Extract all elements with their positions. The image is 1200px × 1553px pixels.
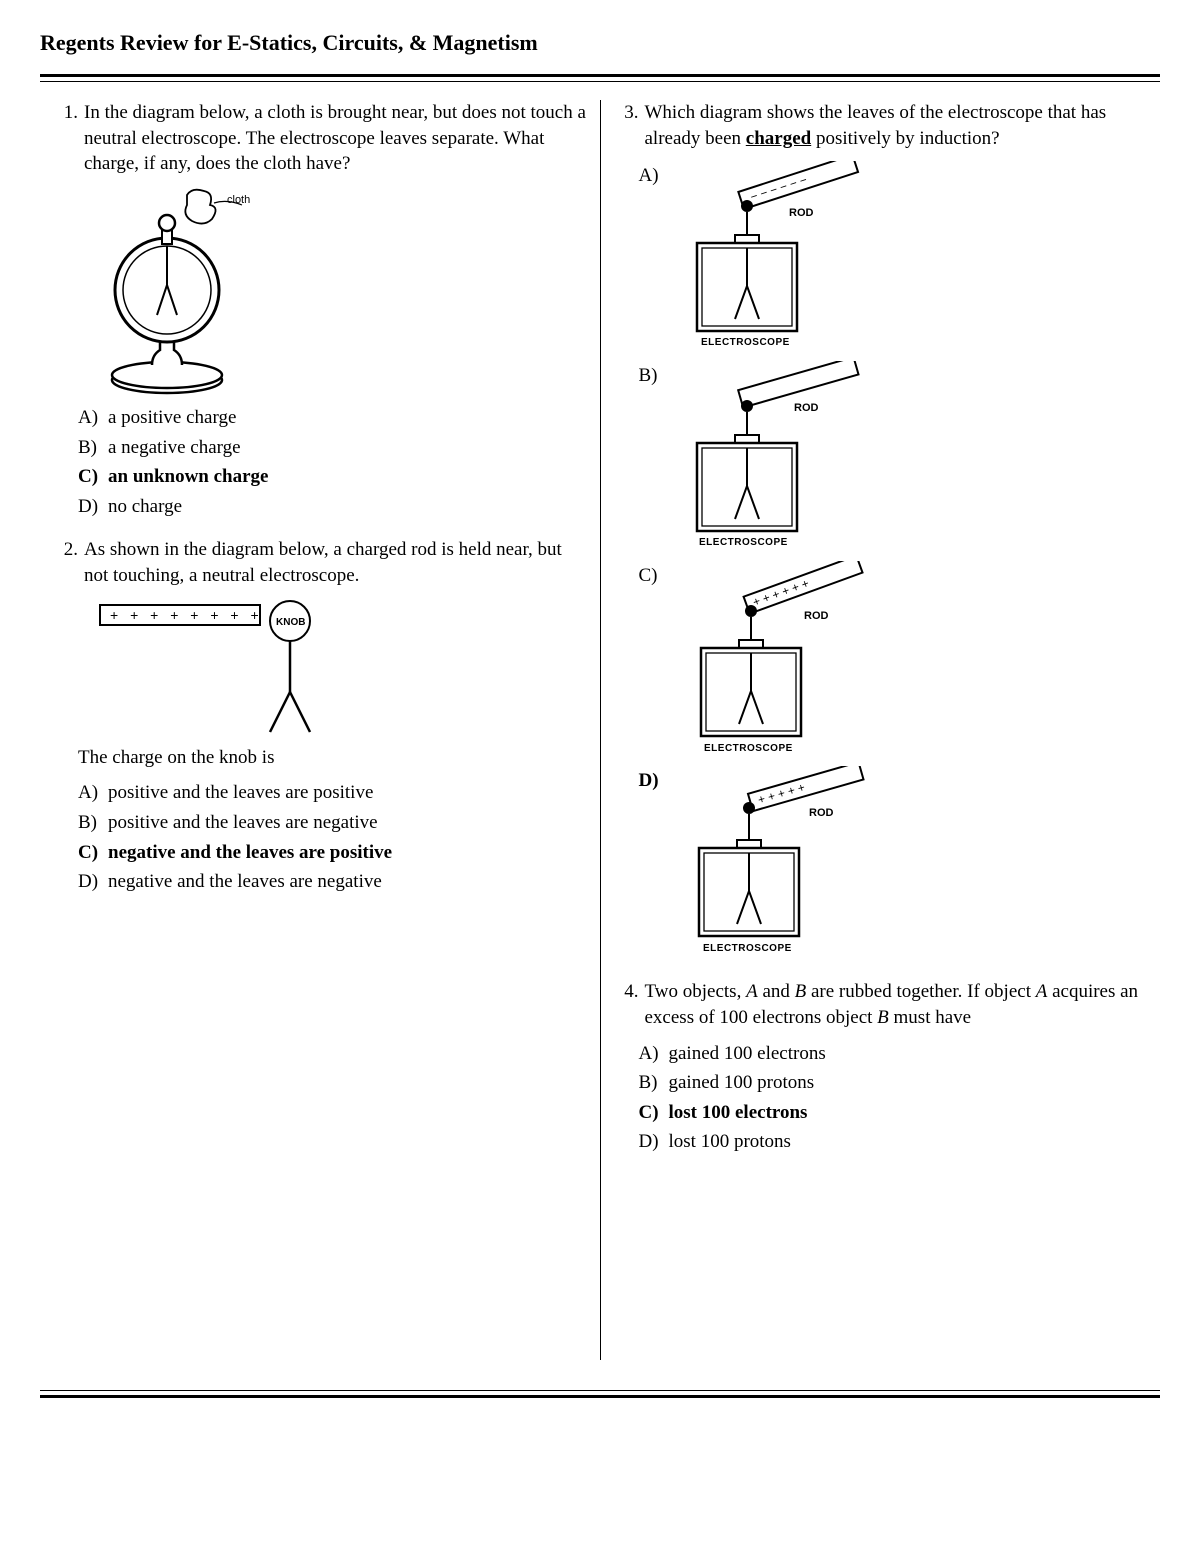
q3-text: Which diagram shows the leaves of the el… (645, 100, 1149, 151)
q1-opt-a: A)a positive charge (78, 405, 588, 431)
q1-diagram: cloth (92, 185, 588, 395)
column-left: 1. In the diagram below, a cloth is brou… (40, 100, 601, 1360)
question-3: 3. Which diagram shows the leaves of the… (613, 100, 1149, 961)
q1-text: In the diagram below, a cloth is brought… (84, 100, 588, 177)
q2-subtext: The charge on the knob is (78, 745, 588, 771)
q4-opt-b: B)gained 100 protons (639, 1070, 1149, 1096)
q3-diagram-a: − − − − − − ROD ELECTROSCOPE (669, 161, 879, 351)
q3-diagram-b: ROD ELECTROSCOPE (669, 361, 879, 551)
columns: 1. In the diagram below, a cloth is brou… (40, 100, 1160, 1360)
svg-text:ROD: ROD (809, 807, 834, 819)
q1-cloth-label: cloth (227, 194, 250, 206)
q4-opt-d: D)lost 100 protons (639, 1129, 1149, 1155)
q3-opt-a: A) − − − − − − ROD (639, 161, 1149, 351)
q3-opt-b: B) ROD ELECTROSCOPE (639, 361, 1149, 551)
svg-text:− − − − − −: − − − − − − (748, 173, 808, 204)
q4-opt-c: C)lost 100 electrons (639, 1100, 1149, 1126)
q1-options: A)a positive charge B)a negative charge … (52, 405, 588, 520)
q2-opt-b: B)positive and the leaves are negative (78, 810, 588, 836)
column-right: 3. Which diagram shows the leaves of the… (601, 100, 1161, 1360)
q1-number: 1. (52, 100, 84, 177)
q2-opt-d: D)negative and the leaves are negative (78, 869, 588, 895)
q4-opt-a: A)gained 100 electrons (639, 1041, 1149, 1067)
q2-knob-label: KNOB (276, 617, 305, 628)
q3-opt-d: D) + + + + + ROD (639, 766, 1149, 961)
svg-text:ROD: ROD (804, 610, 829, 622)
q1-opt-b: B)a negative charge (78, 435, 588, 461)
q3-diagram-d: + + + + + ROD ELECTROSCOPE (669, 766, 879, 961)
footer-rules (40, 1390, 1160, 1398)
question-2: 2. As shown in the diagram below, a char… (52, 537, 588, 894)
page: Regents Review for E-Statics, Circuits, … (0, 0, 1200, 1553)
q2-opt-a: A)positive and the leaves are positive (78, 780, 588, 806)
q4-number: 4. (613, 979, 645, 1030)
svg-text:ELECTROSCOPE: ELECTROSCOPE (704, 743, 793, 754)
page-title: Regents Review for E-Statics, Circuits, … (40, 30, 1160, 56)
svg-text:ELECTROSCOPE: ELECTROSCOPE (701, 337, 790, 348)
q4-text: Two objects, A and B are rubbed together… (645, 979, 1149, 1030)
q2-opt-c: C)negative and the leaves are positive (78, 840, 588, 866)
question-1: 1. In the diagram below, a cloth is brou… (52, 100, 588, 519)
q3-number: 3. (613, 100, 645, 151)
q3-opt-c: C) + + + + + + ROD (639, 561, 1149, 756)
rule-bottom-thick (40, 1395, 1160, 1398)
q2-number: 2. (52, 537, 84, 588)
q1-opt-c: C)an unknown charge (78, 464, 588, 490)
question-4: 4. Two objects, A and B are rubbed toget… (613, 979, 1149, 1155)
rule-bottom-thin (40, 1390, 1160, 1391)
rule-top-thin (40, 81, 1160, 82)
svg-text:ELECTROSCOPE: ELECTROSCOPE (699, 537, 788, 548)
rule-top-thick (40, 74, 1160, 77)
svg-text:ROD: ROD (794, 402, 819, 414)
q4-options: A)gained 100 electrons B)gained 100 prot… (613, 1041, 1149, 1156)
svg-text:ROD: ROD (789, 207, 814, 219)
q2-rod-charges: + + + + + + + + (110, 607, 263, 623)
q2-options: A)positive and the leaves are positive B… (52, 780, 588, 895)
q1-opt-d: D)no charge (78, 494, 588, 520)
q3-diagram-c: + + + + + + ROD ELECTROSCOPE (669, 561, 879, 756)
q2-diagram: + + + + + + + + KNOB (92, 597, 588, 737)
svg-text:ELECTROSCOPE: ELECTROSCOPE (703, 943, 792, 954)
q2-text: As shown in the diagram below, a charged… (84, 537, 588, 588)
